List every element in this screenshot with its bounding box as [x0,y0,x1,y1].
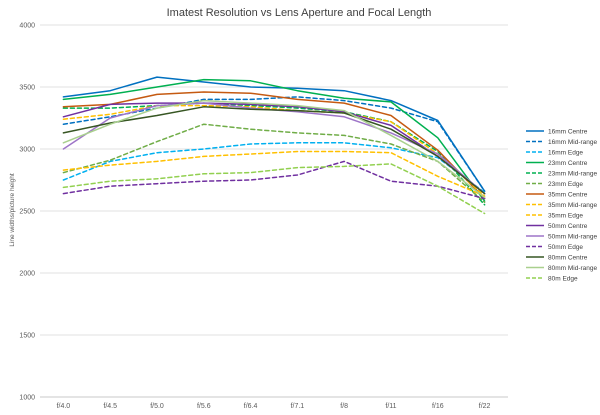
series-line [62,163,486,215]
legend-entry: 50mm Edge [548,244,583,251]
y-tick-label: 1000 [19,395,35,402]
x-tick-label: f/6.4 [244,403,258,410]
x-tick-label: f/7.1 [291,403,305,410]
legend-entry: 35mm Edge [548,212,583,219]
legend-entry: 50mm Centre [548,223,588,230]
y-tick-label: 2000 [19,271,35,278]
legend-entry: 16mm Centre [548,128,588,135]
chart-title: Imatest Resolution vs Lens Aperture and … [167,7,432,19]
legend-entry: 23mm Edge [548,181,583,188]
y-tick-label: 3000 [19,147,35,154]
y-axis-label: Line widths/picture height [9,173,16,247]
series-line [62,76,486,192]
legend-entry: 80mm Centre [548,254,588,261]
series-line [62,150,486,197]
x-tick-label: f/22 [479,403,491,410]
x-tick-label: f/4.0 [57,403,71,410]
series-line [62,106,486,195]
y-axis-ticks: 1000 1500 2000 2500 3000 3500 4000 [19,23,35,402]
y-tick-label: 1500 [19,333,35,340]
series-line [62,78,486,202]
legend-entry: 16mm Mid-range [548,139,598,146]
y-tick-label: 2500 [19,209,35,216]
legend-entry: 16mm Edge [548,149,583,156]
y-tick-label: 3500 [19,85,35,92]
series-lines [62,76,486,215]
x-axis-ticks: f/4.0 f/4.5 f/5.0 f/5.6 f/6.4 f/7.1 f/8 f/11 f/1… [57,403,491,410]
legend-entry: 35mm Centre [548,191,588,198]
gridlines [40,24,508,398]
legend: 16mm Centre 16mm Mid-range 16mm Edge 23mm C… [526,128,598,282]
legend-entry: 80mm Mid-range [548,265,598,272]
legend-entry: 23mm Centre [548,160,588,167]
series-line [62,102,486,195]
x-tick-label: f/16 [432,403,444,410]
x-tick-label: f/11 [385,403,396,410]
legend-entry: 35mm Mid-range [548,202,598,209]
series-line [62,104,486,197]
legend-entry: 50mm Mid-range [548,233,598,240]
x-tick-label: f/8 [340,403,348,410]
legend-entry: 80m Edge [548,275,578,282]
y-tick-label: 4000 [19,23,35,30]
series-line [62,99,486,199]
series-line [62,102,486,206]
series-line [62,160,486,200]
legend-entry: 23mm Mid-range [548,170,598,177]
series-line [62,142,486,194]
series-line [62,91,486,200]
series-line [62,123,486,204]
x-tick-label: f/4.5 [103,403,117,410]
x-tick-label: f/5.6 [197,403,211,410]
x-tick-label: f/5.0 [150,403,164,410]
